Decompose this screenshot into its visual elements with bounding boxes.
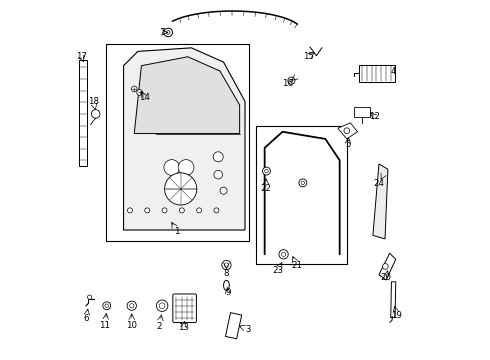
Text: 20: 20 [381, 273, 392, 282]
Circle shape [165, 173, 197, 205]
Circle shape [130, 303, 134, 308]
Circle shape [105, 304, 109, 307]
Bar [256, 126, 347, 264]
Text: 5: 5 [345, 140, 351, 149]
Circle shape [178, 159, 194, 175]
Text: 19: 19 [392, 311, 402, 320]
Circle shape [145, 208, 150, 213]
Circle shape [301, 181, 305, 185]
Text: 17: 17 [76, 52, 87, 61]
Text: 21: 21 [291, 261, 302, 270]
Circle shape [290, 79, 293, 82]
Circle shape [222, 260, 231, 270]
Text: 7: 7 [159, 28, 165, 37]
Circle shape [281, 252, 286, 256]
Text: 3: 3 [246, 325, 251, 334]
Circle shape [103, 302, 111, 310]
Circle shape [167, 31, 170, 34]
Bar [354, 108, 370, 117]
Text: 24: 24 [373, 179, 385, 188]
Polygon shape [379, 253, 396, 280]
Text: 10: 10 [126, 321, 137, 330]
Text: 14: 14 [139, 93, 150, 102]
Circle shape [131, 86, 137, 92]
Polygon shape [338, 123, 358, 139]
Circle shape [137, 90, 143, 95]
Bar [359, 64, 395, 82]
Text: 23: 23 [272, 266, 283, 275]
Text: 2: 2 [156, 322, 162, 331]
Text: 18: 18 [88, 97, 98, 106]
Circle shape [213, 152, 223, 162]
Bar [106, 44, 248, 241]
Circle shape [179, 208, 184, 213]
Circle shape [279, 249, 288, 259]
Circle shape [224, 263, 228, 267]
Circle shape [156, 300, 168, 311]
Ellipse shape [223, 280, 229, 291]
Polygon shape [123, 48, 245, 230]
Text: 11: 11 [99, 321, 110, 330]
Circle shape [383, 264, 388, 269]
Circle shape [127, 301, 136, 310]
Circle shape [220, 187, 227, 194]
Circle shape [164, 28, 172, 37]
Circle shape [214, 208, 219, 213]
Bar [79, 60, 87, 166]
Text: 16: 16 [282, 79, 294, 88]
Circle shape [265, 169, 268, 173]
Text: 8: 8 [223, 269, 229, 278]
Polygon shape [373, 164, 388, 239]
Circle shape [88, 295, 92, 299]
Text: 1: 1 [174, 227, 180, 236]
Circle shape [299, 179, 307, 187]
Circle shape [159, 303, 165, 309]
Text: 22: 22 [260, 184, 271, 193]
Circle shape [344, 128, 350, 134]
Text: 12: 12 [369, 112, 380, 121]
Circle shape [92, 110, 100, 118]
Polygon shape [391, 282, 396, 318]
FancyBboxPatch shape [173, 294, 196, 323]
Text: 13: 13 [178, 323, 189, 332]
Circle shape [162, 208, 167, 213]
Text: 15: 15 [303, 52, 314, 61]
Circle shape [263, 167, 270, 175]
Polygon shape [134, 57, 240, 134]
Circle shape [127, 208, 132, 213]
Circle shape [214, 170, 222, 179]
Circle shape [164, 159, 180, 175]
Text: 4: 4 [391, 67, 396, 76]
Text: 9: 9 [225, 288, 230, 297]
Polygon shape [225, 313, 242, 339]
Text: 6: 6 [83, 314, 89, 323]
Circle shape [288, 77, 295, 84]
Circle shape [196, 208, 201, 213]
